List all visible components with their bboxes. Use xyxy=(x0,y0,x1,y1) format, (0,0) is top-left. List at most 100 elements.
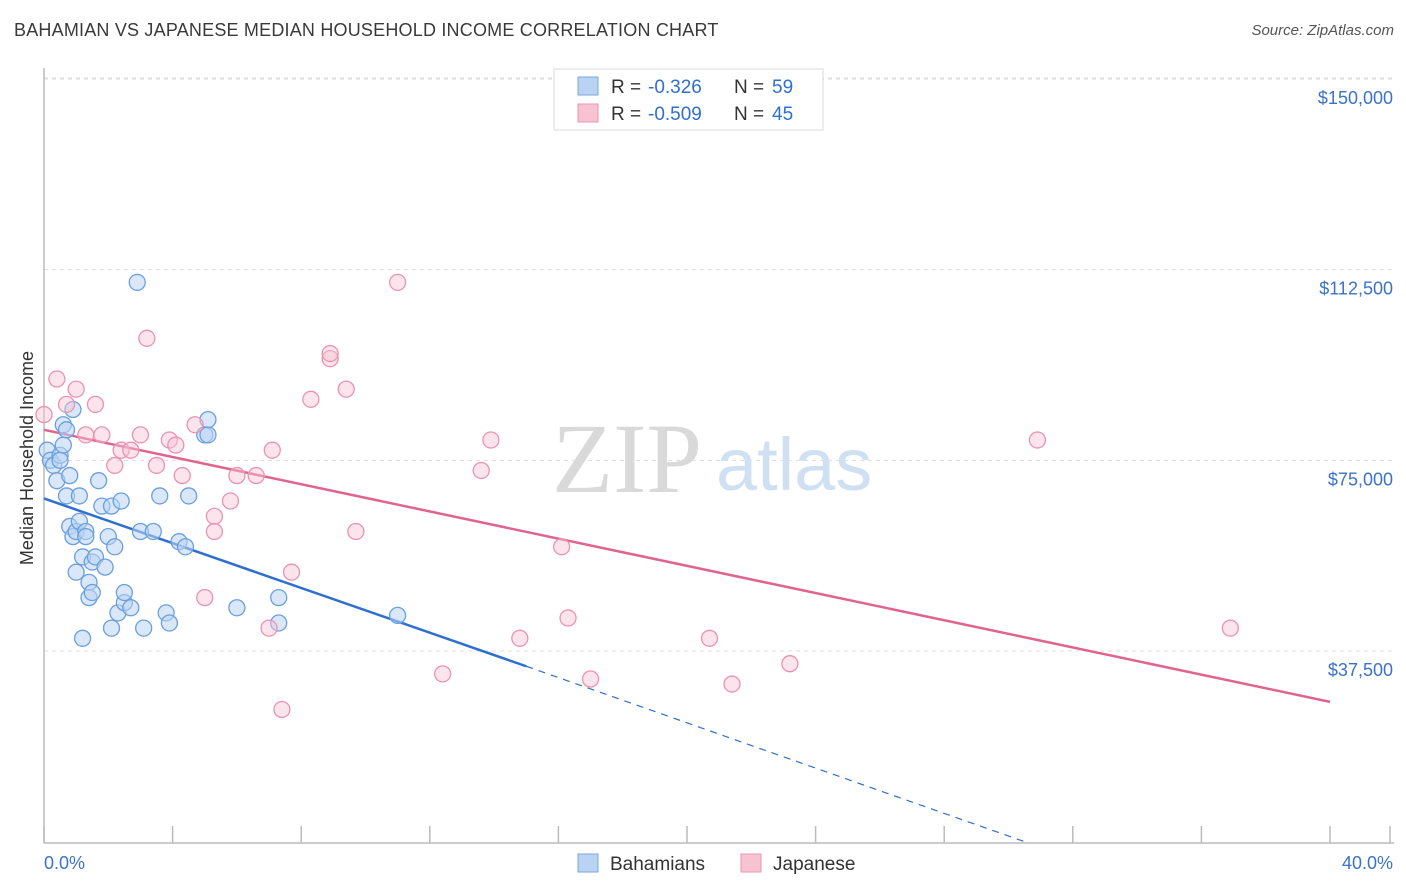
japanese-point xyxy=(260,619,278,637)
japanese-point xyxy=(131,426,150,444)
bahamians-point xyxy=(135,619,153,637)
bahamians-point xyxy=(106,538,124,556)
trend-lines xyxy=(43,428,1331,843)
y-tick-label: $75,000 xyxy=(1328,469,1393,489)
grid-lines xyxy=(44,77,1394,652)
bahamians-point xyxy=(122,599,140,617)
legend-r-label: R = xyxy=(611,104,641,125)
japanese-point xyxy=(138,329,156,347)
japanese-point xyxy=(167,436,185,454)
legend-box: R = -0.326 N = 59 R = -0.509 N = 45 xyxy=(553,68,824,131)
bahamians-point xyxy=(57,421,76,439)
y-axis-label: Median Household Income xyxy=(17,351,37,565)
chart-title: BAHAMIAN VS JAPANESE MEDIAN HOUSEHOLD IN… xyxy=(14,20,719,40)
bahamians-point xyxy=(115,583,134,602)
japanese-point xyxy=(196,588,214,607)
bahamians-point xyxy=(112,492,130,510)
bahamians-point xyxy=(180,487,198,505)
y-tick-label: $150,000 xyxy=(1318,88,1393,108)
bahamians-point xyxy=(54,436,72,454)
japanese-point xyxy=(434,665,452,683)
bahamians-point xyxy=(176,538,195,556)
japanese-point xyxy=(1221,619,1239,637)
japanese-point xyxy=(511,629,529,647)
japanese-trend-line xyxy=(43,428,1331,704)
japanese-point xyxy=(93,426,111,444)
japanese-point xyxy=(228,466,246,485)
bahamians-point xyxy=(270,588,288,607)
y-tick-labels: $37,500 $75,000 $112,500 $150,000 xyxy=(1318,88,1393,680)
bottom-legend-label-japanese: Japanese xyxy=(773,854,855,875)
japanese-point xyxy=(77,426,95,444)
legend-n-value: 45 xyxy=(772,104,793,125)
japanese-point xyxy=(205,522,224,541)
bahamians-point xyxy=(70,487,89,505)
bottom-legend-label-bahamians: Bahamians xyxy=(610,854,705,875)
japanese-point xyxy=(559,609,577,627)
bahamians-point xyxy=(228,599,246,617)
japanese-point xyxy=(482,431,500,449)
japanese-point xyxy=(186,416,204,434)
japanese-point xyxy=(147,456,166,475)
bahamians-point xyxy=(83,583,101,602)
bahamians-point xyxy=(160,614,179,632)
bahamians-point xyxy=(270,614,288,632)
bahamians-point xyxy=(199,411,217,429)
japanese-point xyxy=(347,522,365,541)
bahamians-point xyxy=(90,472,108,490)
japanese-point xyxy=(86,395,105,414)
japanese-point xyxy=(321,344,339,363)
y-tick-label: $112,500 xyxy=(1319,279,1393,299)
bahamians-point xyxy=(128,273,146,292)
x-tick-label-min: 0.0% xyxy=(44,853,85,873)
bahamians-point xyxy=(73,629,92,647)
legend-swatch-japanese xyxy=(577,103,599,123)
japanese-point xyxy=(581,670,600,688)
bahamians-point xyxy=(144,522,162,541)
japanese-point xyxy=(35,405,53,424)
japanese-point xyxy=(388,273,407,292)
bahamians-point xyxy=(77,527,95,546)
japanese-point xyxy=(205,507,224,525)
japanese-point xyxy=(221,492,240,510)
japanese-point xyxy=(552,538,571,556)
japanese-point xyxy=(1028,431,1047,449)
japanese-point xyxy=(57,395,76,414)
legend-r-value: -0.509 xyxy=(648,104,702,125)
japanese-point xyxy=(273,700,291,719)
source-credit: Source: ZipAtlas.com xyxy=(1251,22,1394,39)
japanese-point xyxy=(122,441,140,459)
x-tick-label-max: 40.0% xyxy=(1342,853,1393,873)
japanese-point xyxy=(700,629,719,647)
japanese-point xyxy=(321,349,339,368)
watermark-zip: ZIP xyxy=(552,403,702,514)
japanese-point xyxy=(472,461,490,480)
bahamians-point xyxy=(96,558,114,576)
japanese-point xyxy=(106,456,124,475)
bahamians-point xyxy=(61,466,79,485)
bahamians-point xyxy=(67,563,85,581)
y-tick-label: $37,500 xyxy=(1328,660,1393,680)
legend-r-label: R = xyxy=(611,77,641,98)
bahamians-point xyxy=(388,606,407,625)
japanese-point xyxy=(112,441,130,459)
bahamians-trend-extension xyxy=(526,665,1025,843)
japanese-point xyxy=(48,370,66,388)
japanese-point xyxy=(337,380,355,398)
japanese-point xyxy=(282,563,301,581)
bottom-legend-swatch-bahamians xyxy=(577,853,599,873)
japanese-point xyxy=(67,380,85,398)
japanese-point xyxy=(781,655,799,673)
legend-n-label: N = xyxy=(734,104,764,125)
axes xyxy=(43,68,1394,844)
bahamians-point xyxy=(151,487,169,505)
legend-n-label: N = xyxy=(734,77,764,98)
legend-swatch-bahamians xyxy=(577,76,599,96)
legend-n-value: 59 xyxy=(772,77,793,98)
japanese-point xyxy=(247,466,265,485)
data-points xyxy=(35,273,1239,719)
japanese-point xyxy=(302,390,320,408)
japanese-point xyxy=(723,675,741,693)
bahamians-point xyxy=(102,619,121,637)
